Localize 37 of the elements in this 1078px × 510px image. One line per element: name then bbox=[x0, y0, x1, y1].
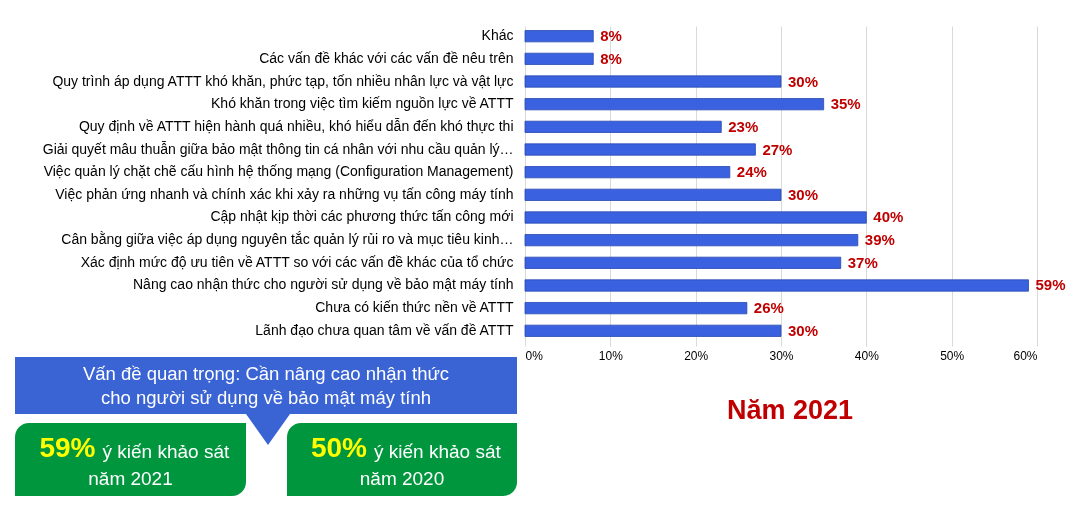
data-label: 39% bbox=[864, 231, 895, 249]
data-label: 26% bbox=[753, 299, 784, 317]
data-label: 23% bbox=[728, 117, 759, 135]
y-tick-label: Lãnh đạo chưa quan tâm về vấn đề ATTT bbox=[255, 321, 514, 338]
data-label: 59% bbox=[1035, 276, 1066, 294]
x-tick-label: 50% bbox=[940, 348, 965, 363]
y-tick-label: Cập nhật kịp thời các phương thức tấn công mới bbox=[210, 208, 514, 225]
data-label: 37% bbox=[847, 253, 878, 271]
y-tick-label: Chưa có kiến thức nền về ATTT bbox=[315, 299, 514, 316]
data-label: 8% bbox=[600, 27, 622, 45]
data-label: 40% bbox=[873, 208, 904, 226]
y-tick-label: Khác bbox=[481, 27, 514, 44]
y-tick-label: Việc phản ứng nhanh và chính xác khi xảy ra những vụ tấn công máy tính bbox=[55, 185, 514, 202]
data-label: 30% bbox=[788, 185, 819, 203]
y-tick-label: Quy trình áp dụng ATTT khó khăn, phức tạp, tốn nhiều nhân lực và vật lực bbox=[52, 72, 514, 89]
y-tick-label: Các vấn đề khác với các vấn đề nêu trên bbox=[259, 49, 514, 66]
text: Vấn đề quan trọng: Cần nâng cao nhận thức cho người sử dụng về bảo mật máy tính bbox=[82, 363, 450, 408]
x-tick-label: 10% bbox=[598, 348, 624, 363]
x-tick-label: 30% bbox=[769, 348, 794, 363]
text: Năm 2021 bbox=[726, 395, 854, 425]
y-tick-label: Cân bằng giữa việc áp dụng nguyên tắc quản lý rủi ro và mục tiêu kinh… bbox=[61, 231, 514, 248]
x-tick-label: 20% bbox=[684, 348, 709, 363]
data-label: 24% bbox=[736, 163, 767, 181]
y-tick-label: Xác định mức độ ưu tiên về ATTT so với các vấn đề khác của tổ chức bbox=[80, 253, 514, 270]
y-tick-label: Nâng cao nhận thức cho người sử dụng về bảo mật máy tính bbox=[132, 276, 514, 293]
data-label: 35% bbox=[830, 95, 861, 113]
data-label: 30% bbox=[788, 321, 819, 339]
x-tick-label: 0% bbox=[525, 348, 544, 363]
y-tick-label: Giải quyết mâu thuẫn giữa bảo mật thông tin cá nhân với nhu cầu quản lý… bbox=[42, 140, 514, 157]
data-label: 8% bbox=[600, 49, 622, 67]
x-tick-label: 60% bbox=[1013, 348, 1038, 363]
data-label: 30% bbox=[788, 72, 819, 90]
x-tick-label: 40% bbox=[854, 348, 880, 363]
y-tick-label: Quy định về ATTT hiện hành quá nhiều, khó hiểu dẫn đến khó thực thi bbox=[78, 117, 514, 134]
y-tick-label: Khó khăn trong việc tìm kiếm nguồn lực về ATTT bbox=[211, 95, 514, 112]
y-tick-label: Việc quản lý chặt chẽ cấu hình hệ thống mạng (Configuration Management) bbox=[43, 163, 514, 180]
data-label: 27% bbox=[762, 140, 793, 158]
